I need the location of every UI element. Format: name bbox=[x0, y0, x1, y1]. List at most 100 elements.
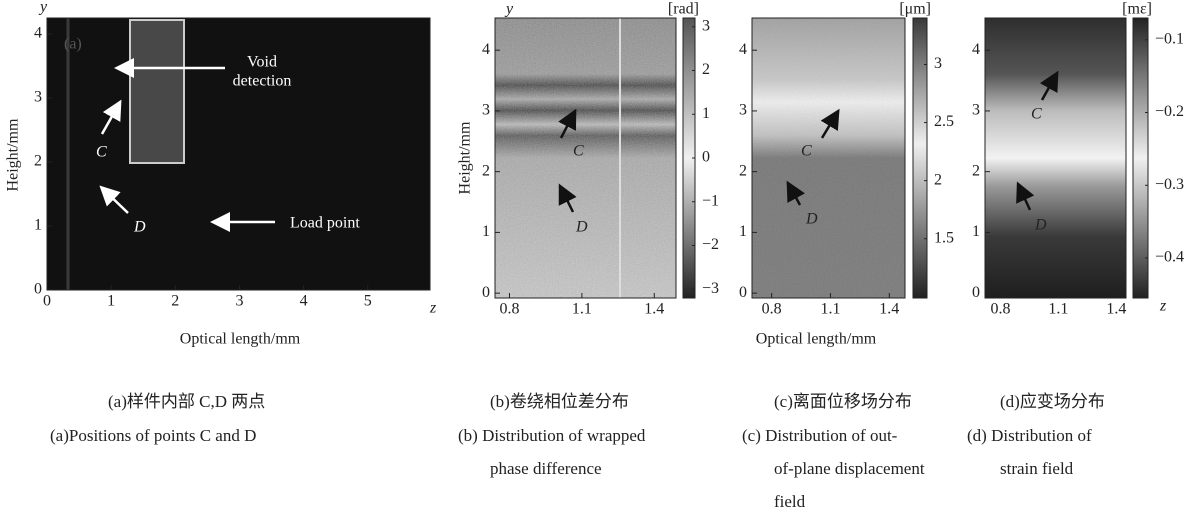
arrow bbox=[100, 99, 122, 135]
void-region bbox=[129, 19, 185, 164]
x-tick-label: 0.8 bbox=[762, 301, 782, 318]
colorbar bbox=[1133, 18, 1148, 298]
caption-zh: (c)离面位移场分布 bbox=[774, 392, 912, 411]
caption-zh: (a)样件内部 C,D 两点 bbox=[108, 392, 265, 411]
colorbar-tick-label: 2 bbox=[934, 171, 942, 188]
y-tick-label: 2 bbox=[34, 153, 42, 170]
y-tick-label: 3 bbox=[739, 102, 747, 119]
colorbar-frame bbox=[1132, 17, 1149, 299]
annotation: Load point bbox=[290, 215, 360, 232]
y-tick-label: 0 bbox=[482, 284, 490, 301]
x-tick-label: 1.4 bbox=[879, 301, 899, 318]
axis-variable: z bbox=[429, 300, 437, 317]
caption-en: phase difference bbox=[490, 459, 602, 478]
caption-en: strain field bbox=[1000, 459, 1074, 478]
plot-frame bbox=[984, 17, 1127, 299]
y-tick-label: 4 bbox=[972, 41, 980, 58]
colorbar-tick-label: 0 bbox=[702, 149, 710, 166]
y-tick-label: 1 bbox=[972, 223, 980, 240]
x-tick-label: 1.4 bbox=[1106, 301, 1126, 318]
y-axis-label: Height/mm bbox=[5, 118, 22, 191]
caption-zh: (b)卷绕相位差分布 bbox=[490, 392, 629, 411]
plot-frame bbox=[751, 17, 906, 299]
caption-en: (c) Distribution of out- bbox=[742, 426, 898, 445]
colorbar bbox=[913, 18, 927, 298]
y-tick-label: 4 bbox=[482, 41, 490, 58]
y-tick-label: 3 bbox=[34, 89, 42, 106]
colorbar-tick-label: −0.1 bbox=[1155, 30, 1184, 47]
y-tick-label: 4 bbox=[739, 41, 747, 58]
y-tick-label: 3 bbox=[972, 102, 980, 119]
point-label: C bbox=[573, 143, 584, 160]
colorbar-tick-label: −0.4 bbox=[1155, 249, 1184, 266]
colorbar-unit: [rad] bbox=[668, 1, 699, 18]
x-axis-label: Optical length/mm bbox=[756, 331, 877, 348]
y-tick-label: 3 bbox=[482, 102, 490, 119]
x-tick-label: 2 bbox=[171, 293, 179, 310]
point-label: D bbox=[133, 219, 146, 236]
annotation: Void bbox=[247, 54, 277, 71]
y-tick-label: 1 bbox=[482, 223, 490, 240]
colorbar-tick-label: 1.5 bbox=[934, 229, 954, 246]
image-a bbox=[47, 18, 430, 290]
point-label: D bbox=[575, 219, 588, 236]
colorbar-tick-label: 2.5 bbox=[934, 113, 954, 130]
y-tick-label: 0 bbox=[972, 284, 980, 301]
arrow bbox=[1016, 181, 1035, 211]
axis-variable: y bbox=[504, 1, 514, 18]
y-tick-label: 0 bbox=[34, 281, 42, 298]
point-label: C bbox=[96, 144, 107, 161]
caption-en: (b) Distribution of wrapped bbox=[458, 426, 646, 445]
y-tick-label: 2 bbox=[739, 162, 747, 179]
y-axis-label: Height/mm bbox=[457, 121, 474, 194]
colorbar-tick-label: 1 bbox=[702, 105, 710, 122]
image-noise bbox=[495, 18, 676, 298]
x-tick-label: 3 bbox=[235, 293, 243, 310]
point-label: D bbox=[805, 211, 818, 228]
arrow bbox=[558, 108, 577, 139]
x-tick-label: 0 bbox=[43, 293, 51, 310]
y-tick-label: 2 bbox=[972, 162, 980, 179]
x-tick-label: 0.8 bbox=[990, 301, 1010, 318]
colorbar-tick-label: −0.3 bbox=[1155, 176, 1184, 193]
point-label: C bbox=[1031, 106, 1042, 123]
plot-frame bbox=[494, 17, 677, 299]
caption-zh: (d)应变场分布 bbox=[1000, 392, 1105, 411]
image-noise bbox=[752, 18, 905, 298]
colorbar-tick-label: 3 bbox=[934, 55, 942, 72]
annotation: detection bbox=[233, 73, 292, 90]
x-tick-label: 1.1 bbox=[572, 301, 592, 318]
colorbar-unit: [mε] bbox=[1122, 1, 1152, 18]
arrow bbox=[820, 108, 840, 139]
colorbar-tick-label: 3 bbox=[702, 17, 710, 34]
axis-variable: y bbox=[38, 0, 48, 16]
caption-en: field bbox=[774, 492, 806, 511]
colorbar-tick-label: 2 bbox=[702, 61, 710, 78]
y-tick-label: 1 bbox=[34, 217, 42, 234]
plot-frame bbox=[46, 17, 431, 291]
panel-label: (a) bbox=[64, 36, 82, 53]
point-label: D bbox=[1034, 217, 1047, 234]
y-tick-label: 1 bbox=[739, 223, 747, 240]
x-tick-label: 5 bbox=[364, 293, 372, 310]
x-axis-label: Optical length/mm bbox=[180, 331, 301, 348]
axis-variable: z bbox=[1159, 298, 1167, 315]
colorbar-unit: [μm] bbox=[899, 1, 931, 18]
y-tick-label: 4 bbox=[34, 25, 42, 42]
colorbar-tick-label: −0.2 bbox=[1155, 103, 1184, 120]
x-tick-label: 1.4 bbox=[644, 301, 664, 318]
colorbar bbox=[683, 18, 695, 298]
x-tick-label: 1 bbox=[107, 293, 115, 310]
arrow bbox=[786, 180, 805, 206]
x-tick-label: 1.1 bbox=[820, 301, 840, 318]
arrow bbox=[1039, 70, 1059, 101]
caption-en: (a)Positions of points C and D bbox=[50, 426, 256, 445]
y-tick-label: 2 bbox=[482, 162, 490, 179]
colorbar-frame bbox=[912, 17, 928, 299]
x-tick-label: 4 bbox=[300, 293, 308, 310]
caption-en: of-plane displacement bbox=[774, 459, 925, 478]
caption-en: (d) Distribution of bbox=[967, 426, 1092, 445]
colorbar-tick-label: −2 bbox=[702, 236, 719, 253]
x-tick-label: 0.8 bbox=[499, 301, 519, 318]
